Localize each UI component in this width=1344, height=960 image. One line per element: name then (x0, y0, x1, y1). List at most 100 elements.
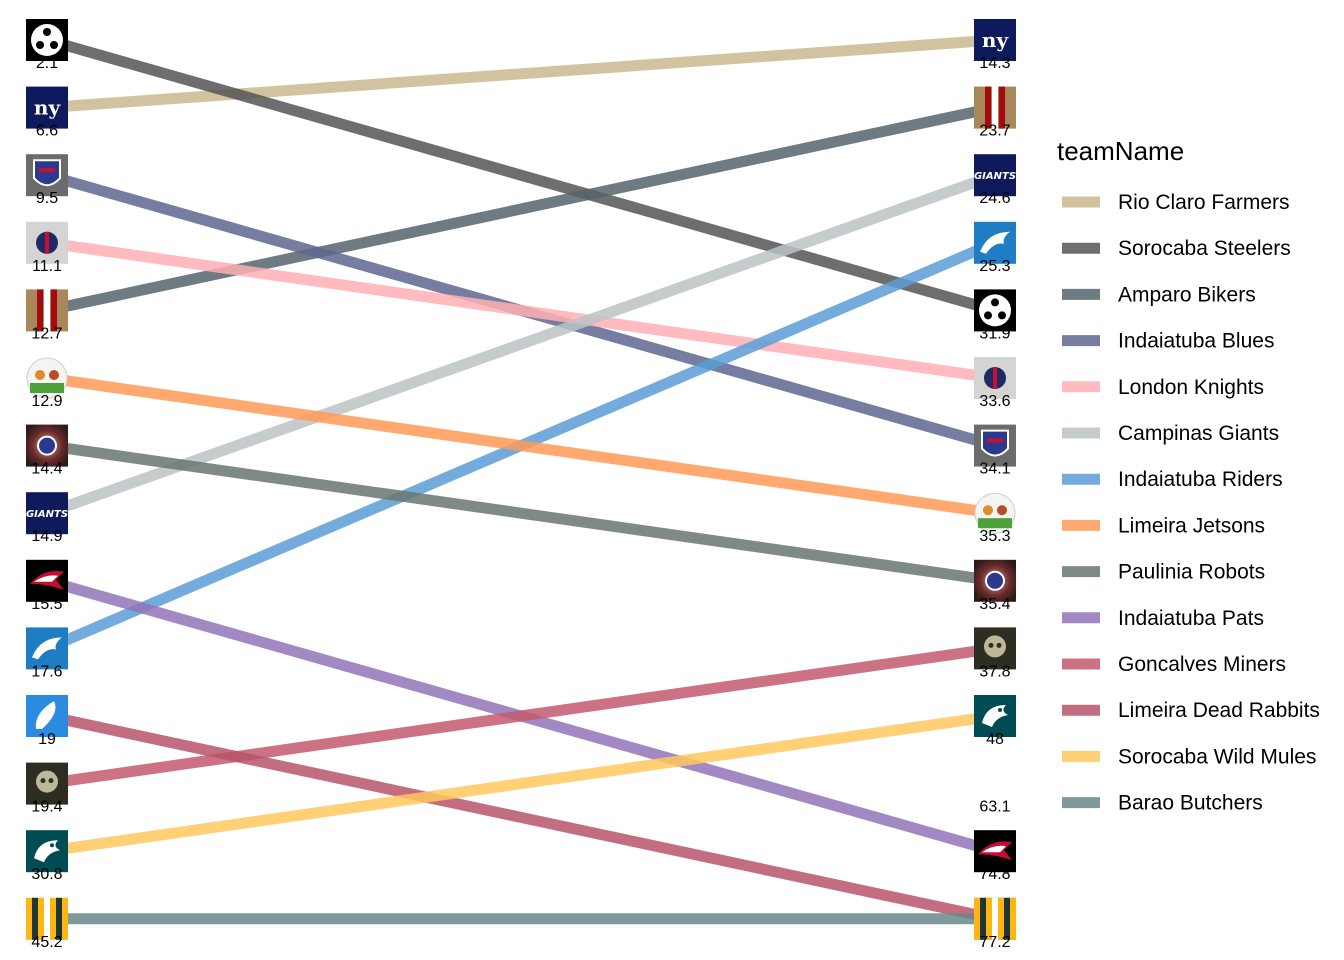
right-value-label: 77.2 (979, 934, 1010, 951)
green-gold-stripes-icon (26, 897, 68, 940)
ny-giants-logo-icon: ny (974, 19, 1016, 61)
right-value-label: 63.1 (979, 799, 1010, 816)
series-line-amparo-bikers (45, 102, 997, 316)
riders-panther-icon (974, 221, 1016, 264)
jetsons-cartoon-icon (974, 492, 1016, 534)
blues-shield-logo-icon (26, 154, 68, 197)
legend: teamName Rio Claro Farmers Sorocaba Steel… (1057, 136, 1320, 815)
green-gold-stripes-icon (974, 897, 1016, 940)
right-team-icons: ny GIANTS (974, 19, 1016, 940)
legend-label: Indaiatuba Riders (1118, 468, 1283, 491)
right-value-label: 37.8 (979, 663, 1010, 680)
legend-item: Paulinia Robots (1062, 561, 1265, 584)
left-value-label: 11.1 (32, 258, 62, 275)
legend-label: Campinas Giants (1118, 422, 1279, 445)
knights-helmet-icon (974, 357, 1016, 399)
legend-label: Sorocaba Wild Mules (1118, 745, 1316, 768)
series-line-limeira-dead-rabbits (45, 710, 997, 925)
series-line-sorocaba-steelers (45, 34, 997, 316)
legend-label: Amparo Bikers (1118, 283, 1256, 306)
legend-label: Limeira Dead Rabbits (1118, 699, 1320, 722)
right-value-label: 74.8 (979, 866, 1010, 883)
svg-text:GIANTS: GIANTS (26, 509, 68, 520)
ny-giants-logo-icon: ny (26, 86, 68, 129)
right-value-label: 48 (986, 731, 1004, 748)
red-gold-stripes-icon (974, 86, 1016, 129)
legend-title: teamName (1057, 136, 1184, 166)
jetsons-cartoon-icon (26, 357, 68, 399)
patriots-logo-icon (26, 559, 68, 602)
series-line-sorocaba-wild-mules (46, 710, 996, 857)
left-value-label: 12.7 (31, 325, 62, 342)
right-value-labels: 14.3 23.7 24.6 25.3 31.9 33.6 34.1 35.3 35.4 37.8… (979, 55, 1010, 951)
left-team-icons: ny GIANTS (26, 19, 68, 940)
legend-item: Sorocaba Steelers (1062, 237, 1291, 260)
legend-label: Barao Butchers (1118, 792, 1263, 815)
right-value-label: 24.6 (979, 190, 1010, 207)
left-value-label: 15.5 (31, 596, 62, 613)
right-value-label: 23.7 (979, 123, 1010, 140)
legend-label: Indaiatuba Pats (1118, 607, 1264, 630)
riders-panther-icon (26, 627, 68, 670)
patriots-logo-icon (974, 830, 1016, 873)
robots-burst-icon (26, 424, 68, 467)
left-value-label: 9.5 (36, 190, 58, 207)
legend-label: Goncalves Miners (1118, 653, 1286, 676)
right-value-label: 34.1 (979, 461, 1010, 478)
svg-text:GIANTS: GIANTS (974, 171, 1016, 182)
steelers-logo-icon (974, 289, 1016, 332)
legend-item: Indaiatuba Riders (1062, 468, 1283, 491)
right-value-label: 25.3 (979, 258, 1010, 275)
left-value-label: 14.4 (31, 461, 62, 478)
svg-text:ny: ny (34, 96, 62, 120)
legend-label: Sorocaba Steelers (1118, 237, 1291, 260)
left-value-label: 30.8 (31, 866, 62, 883)
left-value-label: 45.2 (31, 934, 62, 951)
series-line-goncalves-miners (46, 642, 996, 790)
miners-skull-icon (26, 762, 68, 805)
right-value-label: 14.3 (979, 55, 1010, 72)
eagles-logo-icon (26, 830, 68, 873)
left-value-label: 12.9 (31, 393, 62, 410)
legend-item: London Knights (1062, 376, 1264, 399)
robots-burst-icon (974, 559, 1016, 602)
knights-helmet-icon (26, 221, 68, 264)
dead-rabbits-feather-icon (26, 695, 68, 737)
series-lines (44, 34, 998, 925)
legend-label: Paulinia Robots (1118, 561, 1265, 584)
left-value-label: 2.1 (36, 55, 58, 72)
legend-item: Indaiatuba Blues (1062, 330, 1274, 353)
legend-label: Rio Claro Farmers (1118, 191, 1290, 214)
legend-label: Indaiatuba Blues (1118, 330, 1274, 353)
left-value-label: 17.6 (31, 663, 62, 680)
svg-text:ny: ny (982, 28, 1010, 52)
series-line-rio-claro-farmers (46, 34, 996, 114)
legend-item: Indaiatuba Pats (1062, 607, 1264, 630)
legend-item: Limeira Jetsons (1062, 514, 1265, 537)
left-value-label: 6.6 (36, 123, 58, 140)
right-value-label: 31.9 (979, 325, 1010, 342)
legend-item: Sorocaba Wild Mules (1062, 745, 1316, 768)
legend-label: London Knights (1118, 376, 1264, 399)
steelers-logo-icon (26, 19, 68, 61)
left-value-label: 14.9 (31, 528, 62, 545)
giants-wordmark-icon: GIANTS (974, 154, 1016, 197)
legend-item: Campinas Giants (1062, 422, 1279, 445)
series-line-limeira-jetsons (46, 372, 996, 519)
left-value-label: 19 (38, 731, 56, 748)
legend-item: Barao Butchers (1062, 792, 1263, 815)
series-line-campinas-giants (45, 170, 997, 519)
legend-item: Goncalves Miners (1062, 653, 1286, 676)
legend-item: Amparo Bikers (1062, 283, 1256, 306)
left-value-label: 19.4 (31, 799, 62, 816)
eagles-logo-icon (974, 695, 1016, 737)
blues-shield-logo-icon (974, 424, 1016, 467)
series-line-paulinia-robots (46, 440, 996, 587)
giants-wordmark-icon: GIANTS (26, 492, 68, 535)
series-line-london-knights (46, 237, 996, 384)
left-value-labels: 2.1 6.6 9.5 11.1 12.7 12.9 14.4 14.9 15.5 17.6 19 1… (31, 55, 62, 951)
red-gold-stripes-icon (26, 289, 68, 332)
right-value-label: 33.6 (979, 393, 1010, 410)
legend-item: Rio Claro Farmers (1062, 191, 1290, 214)
